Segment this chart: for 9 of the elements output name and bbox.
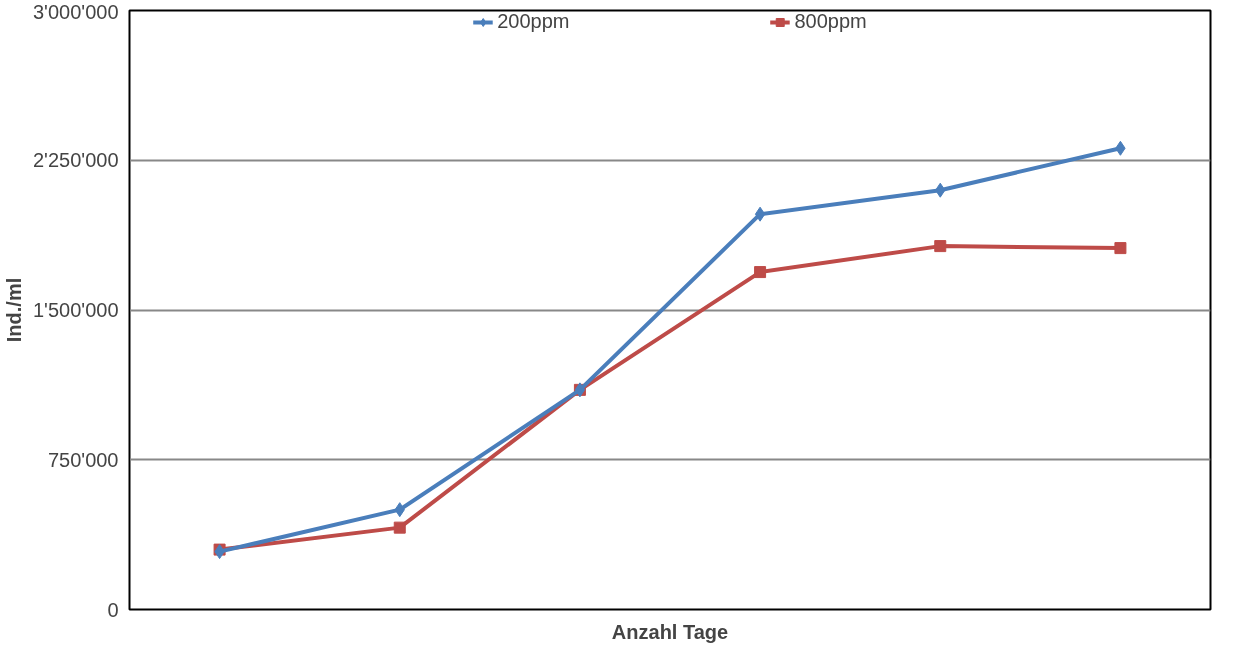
y-tick-label: 750'000 <box>47 448 119 471</box>
y-tick-label: 1'500'000 <box>33 299 119 321</box>
y-axis-title: Ind./ml <box>3 277 25 343</box>
y-tick-label: 2'250'000 <box>33 149 119 172</box>
legend-label: 200ppm <box>497 10 570 33</box>
y-tick-label: 0 <box>107 598 119 621</box>
y-tick-label: 3'000'000 <box>33 0 119 23</box>
legend-label: 800ppm <box>794 10 867 33</box>
x-axis-title: Anzahl Tage <box>611 620 729 643</box>
